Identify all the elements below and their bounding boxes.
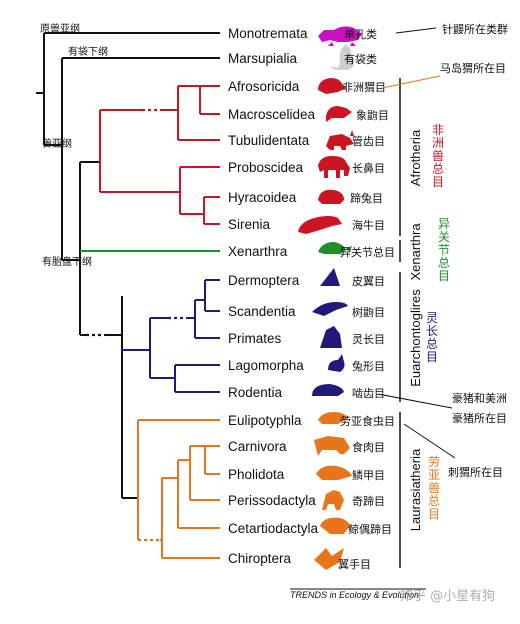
horse-icon [322,490,344,510]
taxon-name-marsupialia: Marsupialia [228,51,298,66]
laurasiatheria-branches [137,419,220,559]
taxon-cn-scandentia: 树鼩目 [352,305,385,319]
superorder-cn-euarchontoglires: 灵长总目 [426,311,438,364]
taxon-cn-hyracoidea: 蹄兔目 [350,191,383,205]
superorder-name-euarchontoglires: Euarchontoglires [408,289,423,387]
taxon-cn-perissodactyla: 奇蹄目 [352,494,385,508]
aardvark-icon [326,130,354,150]
elephant-shrew-icon [326,106,352,122]
manatee-icon [298,216,342,234]
taxon-name-cetartiodactyla: Cetartiodactyla [228,521,319,536]
taxon-name-hyracoidea: Hyracoidea [228,190,297,205]
whale-icon [320,517,350,534]
superorder-cn-names: 非洲兽总目 异关节总目 灵长总目 劳亚兽总目 [426,123,450,521]
annotation-echidna: 针鼹所在类群 [442,22,508,36]
taxon-cn-dermoptera: 皮翼目 [352,275,385,288]
clade-label-eutheria: 有胎盘下纲 [42,255,92,268]
cat-icon [314,436,350,456]
taxon-cn-marsupialia: 有袋类 [344,52,377,66]
armadillo-icon [318,242,352,254]
taxon-name-eulipotyphla: Eulipotyphla [228,413,302,428]
superorder-cn-xenarthra: 异关节总目 [438,217,450,283]
taxon-name-carnivora: Carnivora [228,439,287,454]
kangaroo-icon [330,44,354,70]
taxon-cn-carnivora: 食肉目 [352,440,385,454]
taxon-name-primates: Primates [228,331,282,346]
clade-label-metatheria: 有袋下纲 [68,45,108,58]
primate-icon [320,326,342,348]
taxon-cn-rodentia: 啮齿目 [352,387,385,400]
taxon-cn-chiroptera: 翼手目 [338,557,371,571]
clade-label-prototheria: 原兽亚纲 [40,22,80,35]
taxon-name-chiroptera: Chiroptera [228,551,292,566]
superorder-name-afrotheria: Afrotheria [408,129,423,186]
annotation-tenrec: 马岛猬所在目 [440,61,506,75]
superorder-latin-names: Afrotheria Xenarthra Euarchontoglires La… [408,129,423,531]
tenrec-icon [318,78,346,94]
hyrax-icon [318,189,344,204]
taxon-name-rodentia: Rodentia [228,385,283,400]
taxon-cn-afrosoricida: 非洲猬目 [342,81,386,94]
taxon-name-lagomorpha: Lagomorpha [228,358,304,373]
superorder-cn-afrotheria: 非洲兽总目 [432,123,444,189]
clade-label-theria: 兽亚纲 [42,137,72,150]
superorder-name-laurasiatheria: Laurasiatheria [408,448,423,531]
taxon-cn-sirenia: 海牛目 [352,218,385,232]
platypus-icon [318,26,362,46]
taxon-name-sirenia: Sirenia [228,217,271,232]
chinese-order-names: 单孔类 有袋类 非洲猬目 象鼩目 管齿目 长鼻目 蹄兔目 海牛目 异关节总目 皮… [338,27,395,571]
rodent-icon [312,384,344,396]
taxon-names: Monotremata Marsupialia Afrosoricida Mac… [228,26,319,566]
taxon-name-xenarthra: Xenarthra [228,244,288,259]
annotation-peccary-line1: 豪猪和美洲 [452,391,507,405]
elephant-icon [318,156,350,178]
taxon-cn-xenarthra: 异关节总目 [340,245,395,259]
taxon-name-proboscidea: Proboscidea [228,160,304,175]
superorder-name-xenarthra: Xenarthra [408,223,423,281]
taxon-name-macroscelidea: Macroscelidea [228,107,316,122]
euarchontoglires-branches [122,279,220,393]
colugo-icon [320,268,340,286]
taxon-cn-macroscelidea: 象鼩目 [356,108,389,122]
annotation-leaders [377,27,456,459]
taxon-name-monotremata: Monotremata [228,26,308,41]
taxon-cn-cetartiodactyla: 鲸偶蹄目 [348,522,392,536]
hedgehog-icon [318,412,348,424]
taxon-name-dermoptera: Dermoptera [228,273,300,288]
taxon-name-scandentia: Scandentia [228,304,296,319]
watermark: 知乎 @小星有狗 [400,588,495,604]
taxon-cn-lagomorpha: 兔形目 [352,359,385,373]
taxon-cn-proboscidea: 长鼻目 [352,161,385,175]
superorder-cn-laurasiatheria: 劳亚兽总目 [428,455,440,521]
source-credit: TRENDS in Ecology & Evolution [290,590,419,600]
taxon-name-pholidota: Pholidota [228,467,285,482]
treeshrew-icon [312,302,348,316]
animal-silhouettes [298,26,362,570]
bat-icon [314,548,344,570]
pangolin-icon [316,465,352,480]
taxon-cn-monotremata: 单孔类 [344,27,377,41]
annotation-hedgehog: 刺猬所在目 [448,466,503,479]
taxon-cn-tubulidentata: 管齿目 [352,134,385,148]
backbone-branches [36,32,220,499]
annotation-peccary-line2: 豪猪所在目 [452,411,507,425]
rabbit-icon [328,354,345,372]
taxon-name-tubulidentata: Tubulidentata [228,133,310,148]
taxon-cn-primates: 灵长目 [352,333,385,346]
taxon-cn-pholidota: 鳞甲目 [352,468,385,482]
taxon-cn-eulipotyphla: 劳亚食虫目 [340,414,395,428]
afrotheria-branches [99,85,220,225]
taxon-name-afrosoricida: Afrosoricida [228,79,300,94]
taxon-name-perissodactyla: Perissodactyla [228,493,316,508]
annotation-texts: 针鼹所在类群 马岛猬所在目 豪猪和美洲 豪猪所在目 刺猬所在目 [440,22,508,479]
